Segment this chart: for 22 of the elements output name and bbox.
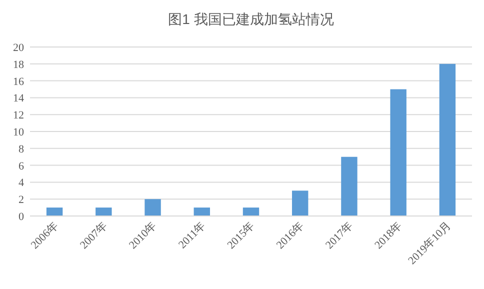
bar	[96, 208, 112, 216]
y-tick-label: 16	[13, 76, 24, 88]
bar	[46, 208, 63, 216]
y-tick-label: 4	[18, 177, 24, 190]
x-tick-label: 2011年	[176, 220, 208, 252]
chart-title: 图1 我国已建成加氢站情况	[168, 11, 334, 27]
y-tick-label: 6	[18, 160, 24, 172]
y-tick-label: 10	[13, 126, 24, 138]
y-tick-label: 2	[18, 194, 24, 206]
bar	[194, 208, 210, 216]
y-tick-label: 0	[18, 211, 24, 223]
bar	[292, 190, 308, 216]
y-tick-label: 18	[13, 58, 24, 71]
bar	[242, 208, 260, 216]
y-tick-label: 14	[13, 92, 24, 105]
bar	[390, 89, 406, 216]
y-tick-label: 12	[13, 110, 24, 122]
bar	[341, 156, 358, 216]
y-tick-label: 8	[18, 143, 24, 156]
y-tick-label: 20	[13, 42, 24, 54]
bar	[144, 199, 161, 216]
bar	[439, 64, 456, 216]
